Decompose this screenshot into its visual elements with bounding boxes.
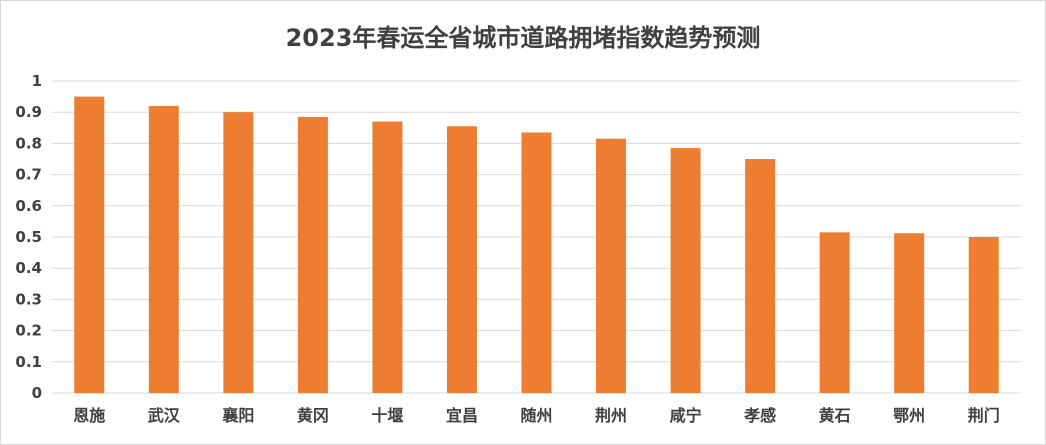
y-tick-label: 0.6 xyxy=(15,197,42,215)
x-category-label: 宜昌 xyxy=(446,406,478,425)
bar-宜昌 xyxy=(446,126,477,394)
x-category-label: 咸宁 xyxy=(670,406,702,425)
x-category-label: 随州 xyxy=(520,406,552,425)
x-category-label: 恩施 xyxy=(73,406,105,425)
x-category-label: 孝感 xyxy=(743,406,776,425)
x-category-label: 武汉 xyxy=(148,406,181,425)
bar-孝感 xyxy=(745,159,776,393)
x-category-label: 十堰 xyxy=(371,406,403,425)
x-category-label: 荆门 xyxy=(968,406,1000,425)
x-category-label: 襄阳 xyxy=(221,406,254,425)
y-tick-label: 0.2 xyxy=(15,322,42,340)
y-axis-ticks: 0 0.1 0.2 0.3 0.4 0.5 0.6 0.7 0.8 0.9 1 xyxy=(15,72,42,402)
y-tick-label: 0.5 xyxy=(15,228,42,246)
y-tick-label: 0.4 xyxy=(15,259,42,277)
x-category-label: 荆州 xyxy=(595,406,627,425)
y-tick-label: 1 xyxy=(32,72,42,90)
bar-鄂州 xyxy=(894,233,925,393)
x-axis-categories: 恩施 武汉 襄阳 黄冈 十堰 宜昌 随州 荆州 咸宁 孝感 黄石 鄂州 荆门 xyxy=(73,406,999,425)
y-tick-label: 0.9 xyxy=(15,103,42,121)
bar-武汉 xyxy=(148,105,179,394)
bar-随州 xyxy=(521,132,552,394)
bar-荆门 xyxy=(968,237,999,393)
y-tick-label: 0.8 xyxy=(15,134,42,152)
chart-title: 2023年春运全省城市道路拥堵指数趋势预测 xyxy=(285,24,761,52)
bar-恩施 xyxy=(74,96,105,393)
x-category-label: 黄石 xyxy=(819,406,851,425)
bar-荆州 xyxy=(596,138,627,393)
bar-咸宁 xyxy=(670,148,701,393)
y-tick-label: 0 xyxy=(32,384,42,402)
y-tick-label: 0.7 xyxy=(15,166,42,184)
bar-黄石 xyxy=(819,232,850,393)
bar-黄冈 xyxy=(297,116,328,393)
y-tick-label: 0.3 xyxy=(15,290,42,308)
y-tick-label: 0.1 xyxy=(15,353,42,371)
bar-襄阳 xyxy=(223,112,254,393)
x-category-label: 黄冈 xyxy=(297,406,329,425)
bar-十堰 xyxy=(372,121,403,393)
bars xyxy=(74,96,999,394)
x-category-label: 鄂州 xyxy=(893,406,925,425)
